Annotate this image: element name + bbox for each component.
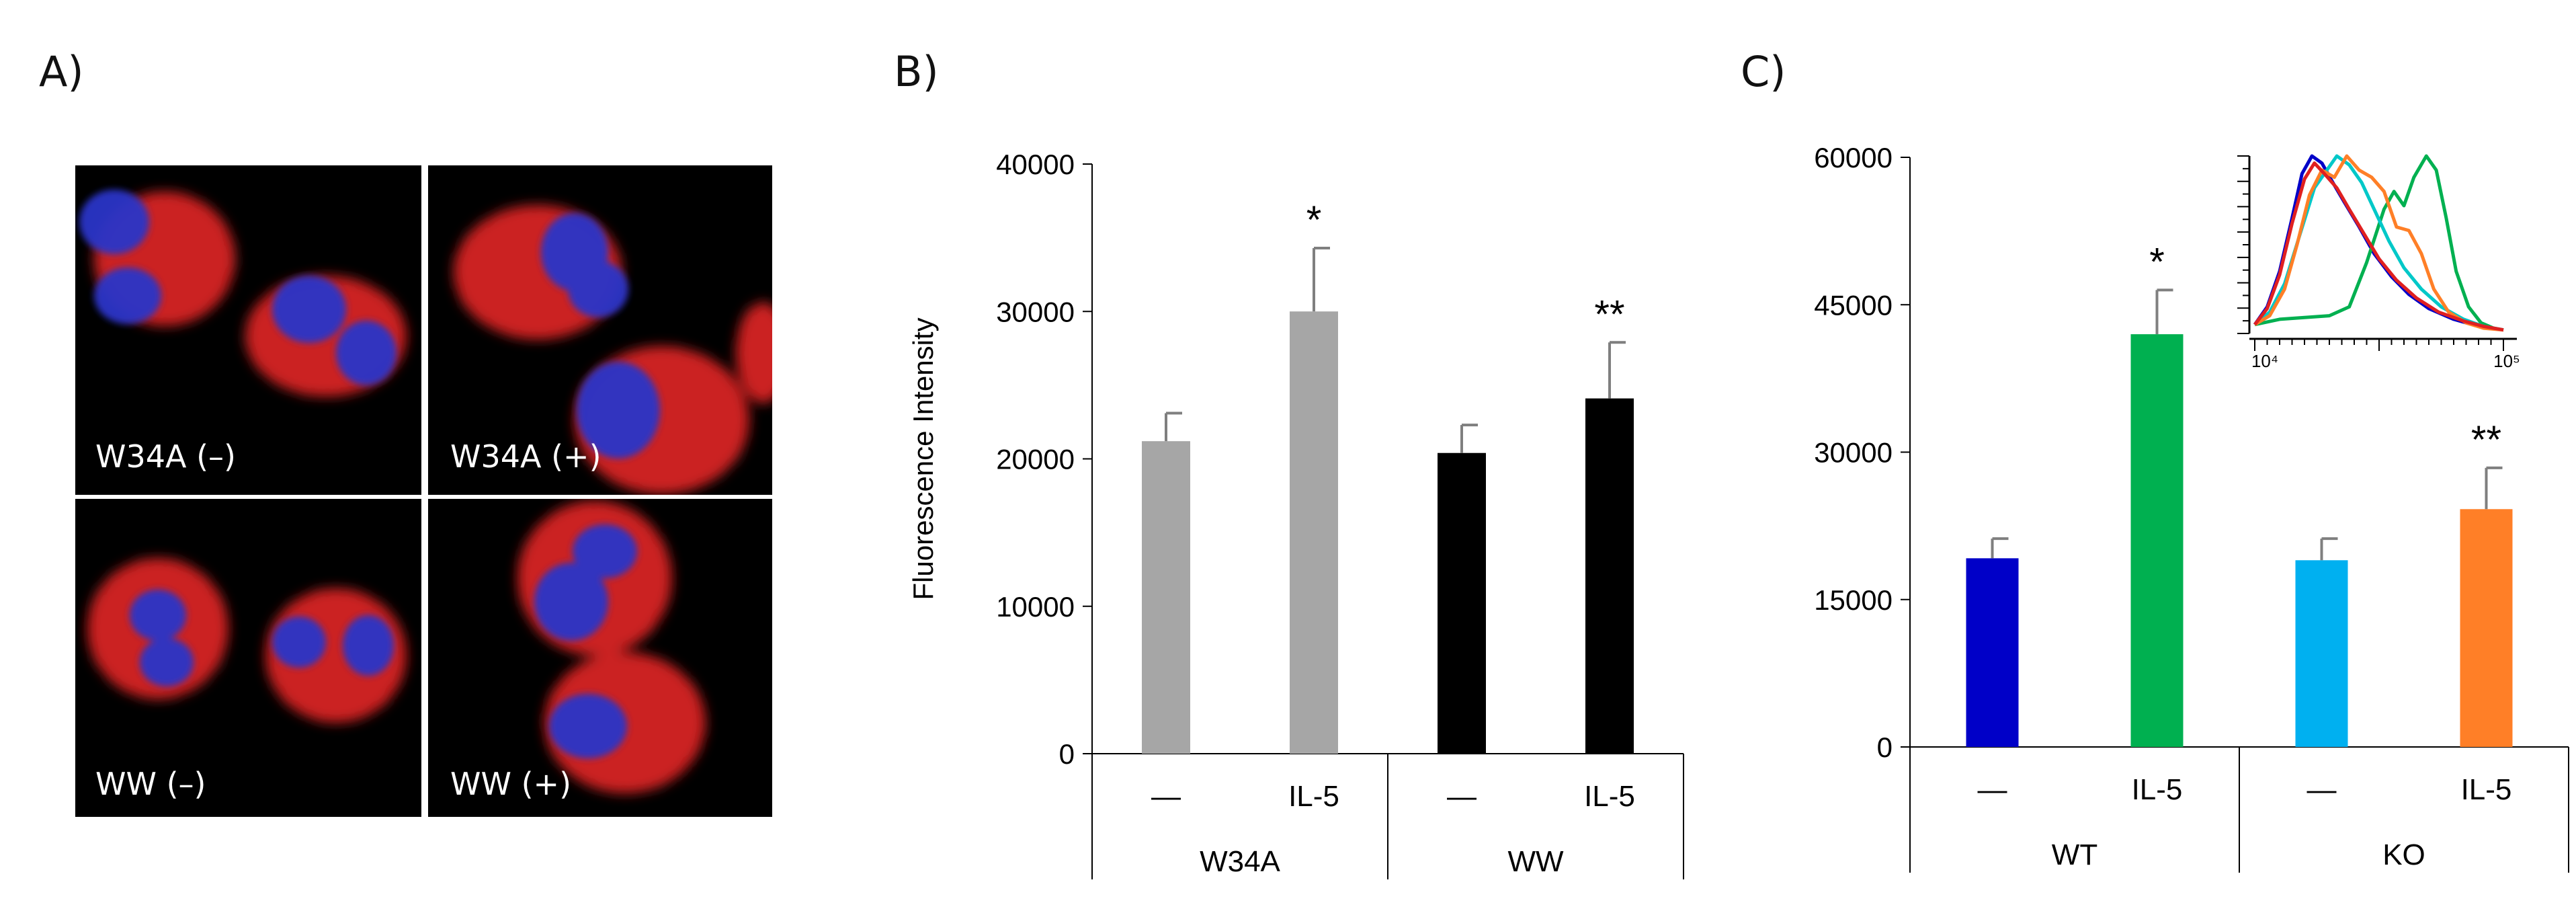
- x-tick-label: —: [1447, 780, 1477, 813]
- y-tick-label: 40000: [996, 149, 1075, 180]
- x-tick-label: IL-5: [2461, 773, 2512, 806]
- bar: [1290, 311, 1338, 754]
- x-tick-label: IL-5: [1584, 780, 1635, 813]
- y-tick-label: 45000: [1814, 289, 1893, 321]
- panel-label-c: C): [1741, 47, 1786, 96]
- inset-x-tick-label: 10⁵: [2493, 351, 2520, 371]
- inset-histogram: 10⁴ 10⁵: [2237, 154, 2520, 371]
- micrograph-label: WW (+): [450, 766, 571, 802]
- y-tick-label: 0: [1877, 731, 1893, 763]
- x-tick-label: IL-5: [1288, 780, 1339, 813]
- micrograph-label: W34A (–): [95, 438, 236, 475]
- significance-marker: **: [1594, 292, 1624, 336]
- x-tick-label: —: [1151, 780, 1181, 813]
- y-tick-label: 10000: [996, 591, 1075, 623]
- bar: [2460, 509, 2513, 747]
- micrograph-w34a-plus: [428, 165, 772, 495]
- y-tick-label: 15000: [1814, 584, 1893, 616]
- bar: [1966, 558, 2019, 747]
- bar: [1142, 441, 1190, 754]
- inset-series-line: [2253, 161, 2504, 332]
- x-tick-label: —: [1978, 773, 2007, 806]
- group-label: WW: [1507, 845, 1564, 878]
- y-tick-label: 20000: [996, 444, 1075, 475]
- x-tick-label: IL-5: [2132, 773, 2183, 806]
- significance-marker: *: [1306, 198, 1322, 242]
- group-label: WT: [2052, 838, 2097, 871]
- micrograph-ww-plus: [428, 499, 772, 817]
- bar: [1585, 398, 1634, 754]
- significance-marker: *: [2149, 240, 2165, 284]
- bar: [1438, 452, 1486, 754]
- y-tick-label: 30000: [1814, 437, 1893, 469]
- y-tick-label: 30000: [996, 296, 1075, 327]
- group-label: KO: [2382, 838, 2425, 871]
- panel-label-b: B): [894, 47, 939, 96]
- bar: [2295, 560, 2348, 747]
- panel-label-a: A): [39, 47, 84, 96]
- bar: [2130, 334, 2184, 748]
- inset-series-line: [2253, 154, 2504, 332]
- y-tick-label: 60000: [1814, 142, 1893, 173]
- significance-marker: **: [2471, 418, 2501, 462]
- chart-fluorescence-wt-ko: 0 15000 30000 45000 60000 — * IL-5 — ** IL-5 WT KO: [1814, 142, 2569, 873]
- y-axis-label: Fluorescence Intensity: [907, 317, 939, 600]
- micrograph-label: W34A (+): [450, 438, 601, 475]
- micrograph-ww-minus: [75, 499, 421, 817]
- group-label: W34A: [1200, 845, 1280, 878]
- micrograph-w34a-minus: [75, 165, 421, 495]
- y-tick-label: 0: [1059, 738, 1075, 770]
- x-tick-label: —: [2307, 773, 2337, 806]
- inset-series-line: [2254, 154, 2504, 332]
- inset-x-tick-label: 10⁴: [2251, 351, 2278, 371]
- micrograph-label: WW (–): [95, 766, 206, 802]
